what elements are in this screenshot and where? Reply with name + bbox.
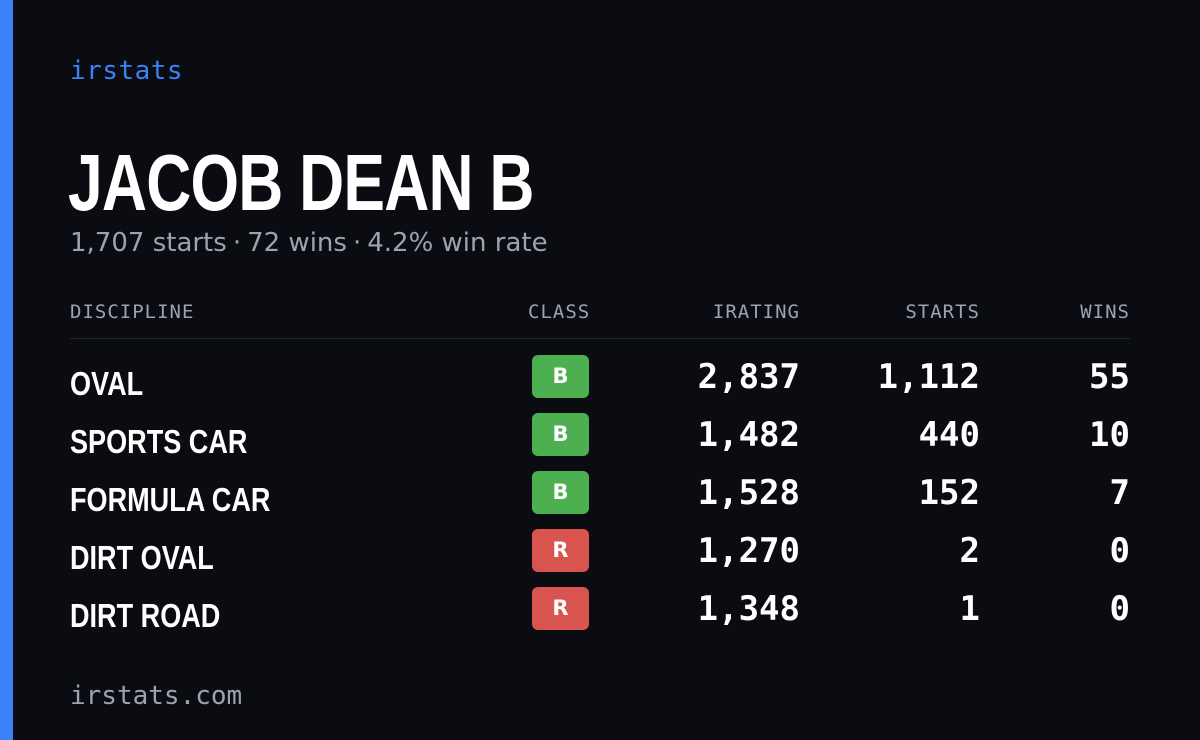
discipline-name: OVAL <box>70 365 144 402</box>
wins-value: 0 <box>1109 589 1130 629</box>
irating-value: 1,528 <box>697 473 800 513</box>
driver-summary: 1,707 starts · 72 wins · 4.2% win rate <box>70 228 548 258</box>
irating-value: 2,837 <box>697 357 800 397</box>
class-badge: R <box>532 587 589 630</box>
starts-value: 2 <box>959 531 980 571</box>
table-header: DISCIPLINE CLASS IRATING STARTS WINS <box>70 296 1130 339</box>
discipline-name: FORMULA CAR <box>70 481 271 518</box>
table-row: DIRT ROAD R 1,348 1 0 <box>70 587 1130 645</box>
table-body: OVAL B 2,837 1,112 55 SPORTS CAR B 1,482… <box>70 339 1130 645</box>
wins-value: 7 <box>1109 473 1130 513</box>
wins-value: 55 <box>1089 357 1130 397</box>
class-badge: R <box>532 529 589 572</box>
class-badge: B <box>532 471 589 514</box>
summary-starts: 1,707 starts <box>70 228 227 258</box>
starts-value: 1,112 <box>877 357 980 397</box>
starts-value: 1 <box>959 589 980 629</box>
summary-separator: · <box>232 228 242 258</box>
accent-bar <box>0 0 13 740</box>
wins-value: 0 <box>1109 531 1130 571</box>
starts-value: 440 <box>918 415 980 455</box>
discipline-name: DIRT OVAL <box>70 539 214 576</box>
header-wins: WINS <box>1080 301 1130 323</box>
irating-value: 1,270 <box>697 531 800 571</box>
class-badge: B <box>532 355 589 398</box>
table-row: OVAL B 2,837 1,112 55 <box>70 355 1130 413</box>
footer-url: irstats.com <box>70 681 243 711</box>
header-discipline: DISCIPLINE <box>70 301 195 323</box>
driver-name: JACOB DEAN B <box>68 138 534 227</box>
class-badge: B <box>532 413 589 456</box>
summary-win-rate: 4.2% win rate <box>367 228 548 258</box>
discipline-name: DIRT ROAD <box>70 597 221 634</box>
table-row: SPORTS CAR B 1,482 440 10 <box>70 413 1130 471</box>
irating-value: 1,482 <box>697 415 800 455</box>
table-row: DIRT OVAL R 1,270 2 0 <box>70 529 1130 587</box>
license-table: DISCIPLINE CLASS IRATING STARTS WINS OVA… <box>70 296 1130 645</box>
header-starts: STARTS <box>905 301 980 323</box>
wins-value: 10 <box>1089 415 1130 455</box>
table-row: FORMULA CAR B 1,528 152 7 <box>70 471 1130 529</box>
summary-wins: 72 wins <box>247 228 347 258</box>
header-class: CLASS <box>528 301 591 323</box>
header-irating: IRATING <box>712 301 800 323</box>
summary-separator: · <box>352 228 362 258</box>
irating-value: 1,348 <box>697 589 800 629</box>
discipline-name: SPORTS CAR <box>70 423 248 460</box>
brand-logo-text: irstats <box>70 56 184 86</box>
starts-value: 152 <box>918 473 980 513</box>
